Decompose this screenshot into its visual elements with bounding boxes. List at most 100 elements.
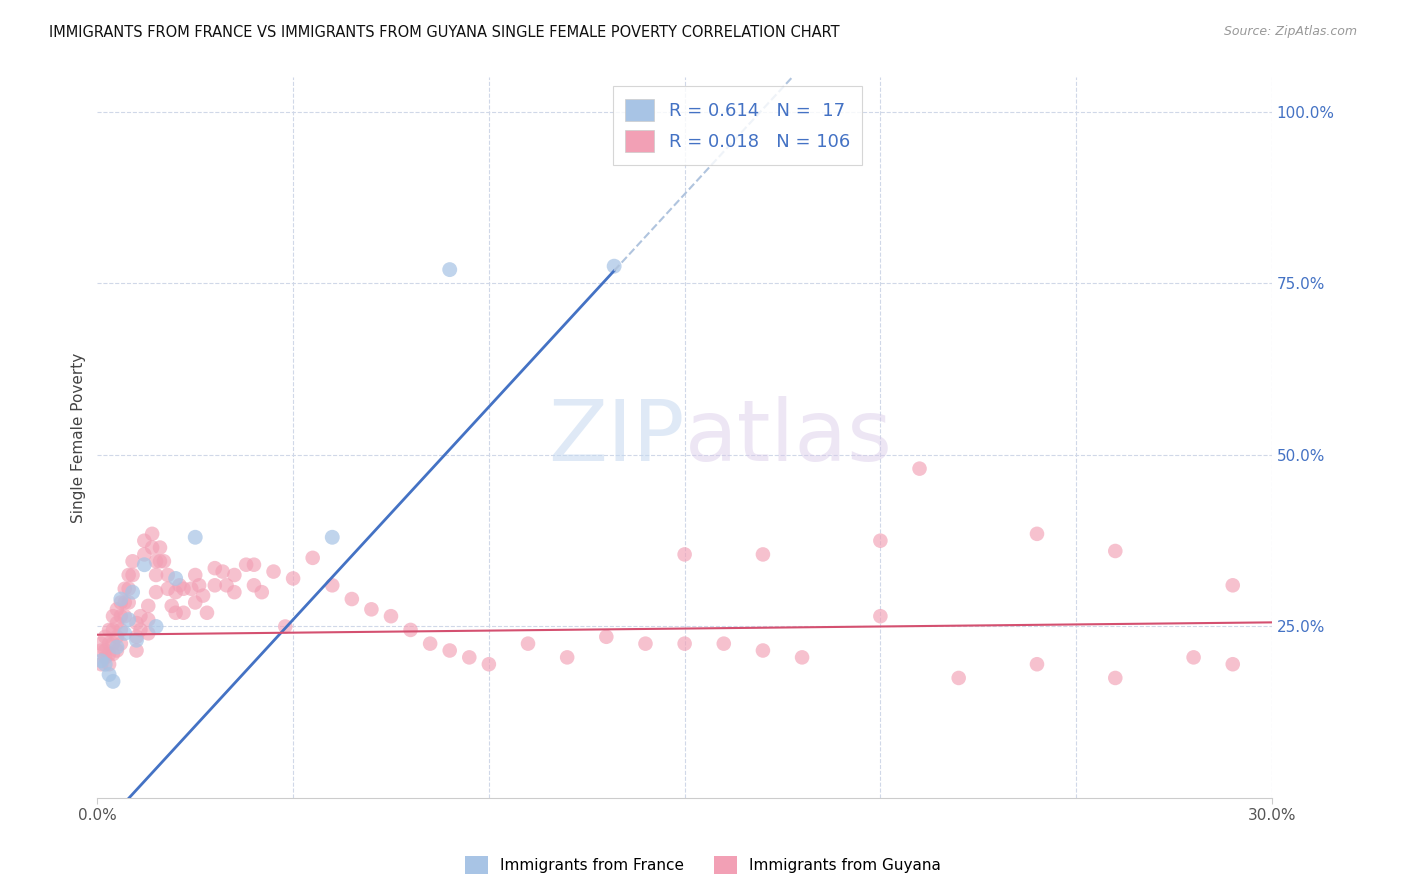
Point [908,461,931,475]
Point [184,568,207,582]
Point [1104,544,1126,558]
Point [458,650,481,665]
Point [121,568,143,582]
Point [94,650,117,665]
Point [1222,657,1244,672]
Point [399,623,422,637]
Point [105,630,128,644]
Point [595,630,617,644]
Point [180,582,202,596]
Text: ZIP: ZIP [548,396,685,479]
Point [136,599,159,613]
Point [634,637,657,651]
Point [101,637,124,651]
Point [118,595,141,609]
Point [110,595,132,609]
Point [1026,657,1049,672]
Point [98,647,121,661]
Point [118,613,141,627]
Point [673,548,696,562]
Point [869,533,891,548]
Point [752,643,775,657]
Point [211,565,233,579]
Point [243,578,266,592]
Point [105,643,128,657]
Point [555,650,578,665]
Point [419,637,441,651]
Point [360,602,382,616]
Point [340,592,363,607]
Point [90,643,112,657]
Text: Source: ZipAtlas.com: Source: ZipAtlas.com [1223,25,1357,38]
Point [517,637,540,651]
Point [110,623,132,637]
Point [380,609,402,624]
Point [149,554,172,568]
Point [165,585,187,599]
Point [156,582,179,596]
Point [94,643,117,657]
Point [105,640,128,654]
Point [263,565,285,579]
Point [301,550,323,565]
Point [160,599,183,613]
Point [153,554,176,568]
Point [184,595,207,609]
Point [188,578,211,592]
Point [125,633,148,648]
Point [90,657,112,672]
Point [118,582,141,596]
Point [156,568,179,582]
Point [121,554,143,568]
Point [134,533,156,548]
Point [98,623,121,637]
Point [321,578,343,592]
Point [145,619,167,633]
Point [94,630,117,644]
Point [478,657,501,672]
Legend: Immigrants from France, Immigrants from Guyana: Immigrants from France, Immigrants from … [458,850,948,880]
Point [136,626,159,640]
Point [118,568,141,582]
Point [94,657,117,672]
Point [713,637,735,651]
Point [105,615,128,630]
Point [235,558,257,572]
Point [145,585,167,599]
Point [274,619,297,633]
Text: atlas: atlas [685,396,893,479]
Text: IMMIGRANTS FROM FRANCE VS IMMIGRANTS FROM GUYANA SINGLE FEMALE POVERTY CORRELATI: IMMIGRANTS FROM FRANCE VS IMMIGRANTS FRO… [49,25,839,40]
Point [125,643,148,657]
Point [439,643,461,657]
Point [165,606,187,620]
Point [98,637,121,651]
Point [321,530,343,544]
Point [603,259,626,273]
Point [243,558,266,572]
Point [121,585,143,599]
Point [1104,671,1126,685]
Point [90,637,112,651]
Point [125,630,148,644]
Point [101,609,124,624]
Point [114,582,136,596]
Point [1222,578,1244,592]
Point [224,585,246,599]
Point [105,602,128,616]
Point [752,548,775,562]
Point [110,637,132,651]
Point [134,548,156,562]
Point [101,647,124,661]
Point [224,568,246,582]
Point [101,623,124,637]
Point [169,578,191,592]
Point [145,568,167,582]
Point [204,561,226,575]
Point [1026,526,1049,541]
Point [790,650,813,665]
Point [948,671,970,685]
Point [125,615,148,630]
Point [173,582,195,596]
Point [191,589,214,603]
Point [98,657,121,672]
